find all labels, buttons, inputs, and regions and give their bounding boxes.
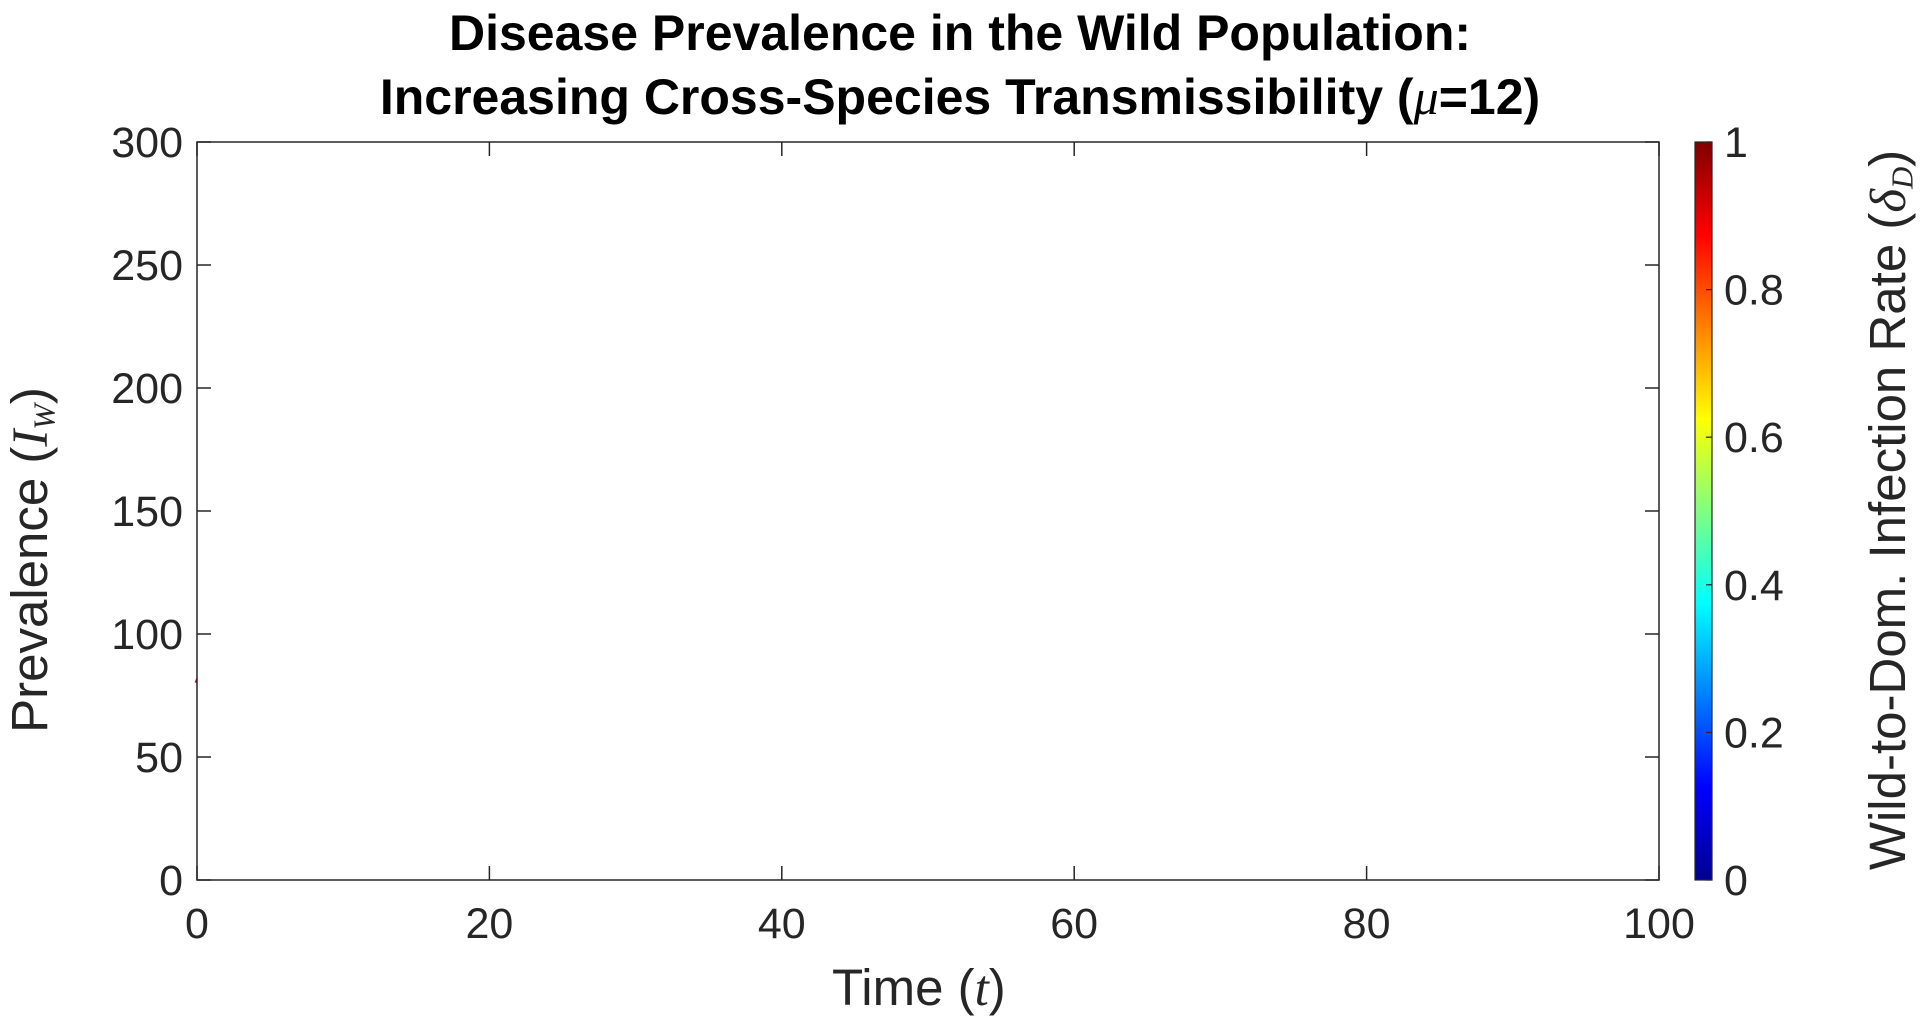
x-tick-label-0: 0 [185, 900, 209, 948]
x-tick-label-3: 60 [1050, 900, 1098, 948]
y-tick-label-5: 250 [111, 242, 183, 290]
colorbar-tick-label-1: 0.2 [1724, 709, 1784, 757]
x-axis-label-var: t [974, 961, 989, 1017]
title-text-post: =12) [1438, 69, 1541, 125]
axes-layer: 0 20 40 60 80 100 0 50 100 150 200 250 300 [111, 119, 1695, 948]
y-tick-label-2: 100 [111, 611, 183, 659]
x-tick-label-1: 20 [465, 900, 513, 948]
y-tick-label-6: 300 [111, 119, 183, 167]
colorbar-tick-label-3: 0.6 [1724, 414, 1784, 462]
x-axis-label: Time (t) [832, 962, 1006, 1015]
x-tick-label-5: 100 [1623, 900, 1695, 948]
y-tick-label-4: 200 [111, 365, 183, 413]
chart-title-line-1: Disease Prevalence in the Wild Populatio… [448, 5, 1472, 61]
x-axis-label-text: Time ( [832, 959, 975, 1016]
colorbar-tick-label-0: 0 [1724, 857, 1748, 905]
plot-area [197, 142, 1659, 880]
chart-title-line-2: Increasing Cross-Species Transmissibilit… [0, 72, 1920, 122]
title-text-pre: Increasing Cross-Species Transmissibilit… [379, 69, 1414, 125]
colorbar-tick-label-2: 0.4 [1724, 562, 1784, 610]
x-axis-label-close: ) [988, 959, 1006, 1016]
y-tick-label-3: 150 [111, 488, 183, 536]
x-tick-label-4: 80 [1343, 900, 1391, 948]
title-mu-symbol: μ [1413, 69, 1439, 125]
x-tick-label-2: 40 [758, 900, 806, 948]
colorbar-gradient [1694, 141, 1713, 881]
y-tick-label-1: 50 [135, 734, 183, 782]
colorbar-tick-label-4: 0.8 [1724, 267, 1784, 315]
colorbar: 0 0.2 0.4 0.6 0.8 1 [1694, 119, 1784, 905]
colorbar-tick-label-5: 1 [1724, 119, 1748, 167]
y-tick-label-0: 0 [159, 857, 183, 905]
